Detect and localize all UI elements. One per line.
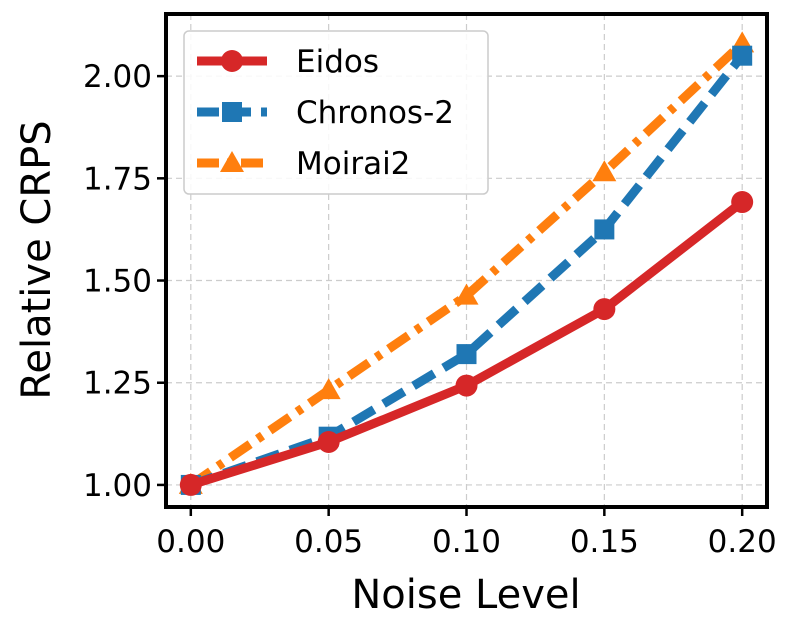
data-point-moirai2 [592,160,617,182]
legend-box [183,30,489,195]
data-point-chronos-2 [732,45,753,66]
axis-ticks: 0.00 0.05 0.10 0.15 0.20 1.00 1.25 1.50 1.75 2.00 [83,59,777,560]
data-point-eidos [593,298,616,321]
data-point-moirai2 [454,283,479,305]
y-tick-label: 1.25 [83,366,152,402]
legend-label-chronos-2: Chronos-2 [296,95,454,131]
x-tick-label: 0.10 [432,524,501,560]
y-tick-label: 2.00 [83,59,152,95]
x-tick-label: 0.20 [708,524,777,560]
x-axis-title: Noise Level [351,572,580,618]
legend-marker-chronos-2 [222,102,242,122]
y-axis-title: Relative CRPS [14,120,60,399]
y-tick-label: 1.75 [83,161,152,197]
legend-marker-moirai2 [220,151,244,172]
x-tick-label: 0.00 [156,524,225,560]
data-point-eidos [455,374,478,397]
data-point-eidos [179,473,202,496]
grid-lines [166,14,767,507]
series-line-moirai2 [188,40,746,489]
x-tick-label: 0.15 [570,524,639,560]
legend-label-moirai2: Moirai2 [296,146,410,182]
data-point-eidos [317,431,340,454]
y-tick-label: 1.00 [83,468,152,504]
series-layer [178,31,755,496]
data-point-chronos-2 [456,344,477,365]
legend-marker-eidos [221,50,243,72]
data-point-chronos-2 [594,219,615,240]
legend: Eidos Chronos-2 Moirai2 [183,30,489,195]
legend-label-eidos: Eidos [296,44,379,80]
series-line-chronos-2 [189,52,746,490]
y-tick-label: 1.50 [83,264,152,300]
data-point-eidos [731,191,754,214]
x-tick-label: 0.05 [294,524,363,560]
data-point-moirai2 [316,378,341,400]
